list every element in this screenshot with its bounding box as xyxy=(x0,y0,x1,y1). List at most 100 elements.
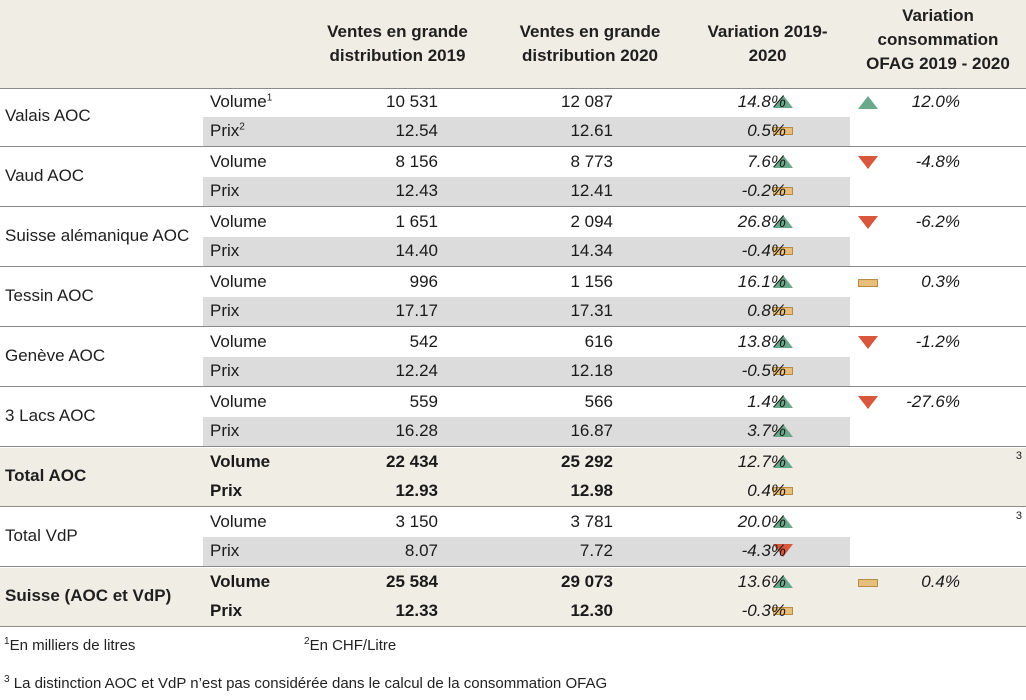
header-sales-2019: Ventes en grande distribution 2019 xyxy=(327,22,468,65)
subrow-label: Prix xyxy=(210,181,240,200)
ofag-indicator xyxy=(856,94,880,112)
variation-percent: -0.3% xyxy=(741,601,786,620)
subrow-volume: Volume1 10 531 12 087 14.8% xyxy=(203,88,850,117)
trend-up-icon xyxy=(773,395,793,408)
value-2020: 12.98 xyxy=(570,481,613,500)
subrow-volume: Volume 542 616 13.8% xyxy=(203,328,850,357)
variation-percent: 1.4% xyxy=(747,392,786,411)
value-2020: 25 292 xyxy=(561,452,613,471)
table-row-group: Suisse (AOC et VdP) Volume 25 584 29 073 13.… xyxy=(0,568,1026,627)
trend-flat-icon xyxy=(773,127,793,135)
value-2020: 29 073 xyxy=(561,572,613,591)
value-2020: 616 xyxy=(584,332,613,351)
header-variation: Variation 2019- 2020 xyxy=(707,22,828,65)
ofag-cell: -6.2% xyxy=(850,208,1026,266)
ofag-percent: 12.0% xyxy=(911,92,960,111)
value-2019: 3 150 xyxy=(395,512,438,531)
row-label: Tessin AOC xyxy=(5,286,94,305)
trend-up-icon xyxy=(858,96,878,109)
header-sales-2020: Ventes en grande distribution 2020 xyxy=(519,22,661,65)
variation-percent: 13.8% xyxy=(737,332,786,351)
variation-indicator xyxy=(771,273,795,291)
variation-indicator xyxy=(771,422,795,440)
subrow-prix: Prix 14.40 14.34 -0.4% xyxy=(203,237,850,266)
trend-down-icon xyxy=(858,156,878,169)
row-label: Total VdP xyxy=(5,526,78,545)
value-2019: 14.40 xyxy=(395,241,438,260)
subrow-label: Volume1 xyxy=(210,92,273,111)
footnote-1: 1En milliers de litres xyxy=(4,636,136,654)
variation-indicator xyxy=(771,393,795,411)
trend-up-icon xyxy=(773,424,793,437)
header-ofag: Variation consommation OFAG 2019 - 2020 xyxy=(866,6,1010,73)
variation-indicator xyxy=(771,333,795,351)
subrow-label: Prix xyxy=(210,601,243,620)
row-label: Total AOC xyxy=(5,466,87,485)
trend-up-icon xyxy=(773,275,793,288)
variation-indicator xyxy=(771,513,795,531)
value-2019: 996 xyxy=(409,272,438,291)
value-2019: 10 531 xyxy=(386,92,438,111)
trend-flat-icon xyxy=(773,367,793,375)
trend-up-icon xyxy=(773,95,793,108)
table-row-group: Suisse alémanique AOC Volume 1 651 2 094 26.… xyxy=(0,208,1026,267)
ofag-cell: 3 xyxy=(850,508,1026,566)
value-2020: 14.34 xyxy=(570,241,613,260)
variation-percent: 20.0% xyxy=(737,512,786,531)
subrow-volume: Volume 3 150 3 781 20.0% xyxy=(203,508,850,537)
subrow-volume: Volume 25 584 29 073 13.6% xyxy=(203,568,850,597)
trend-up-icon xyxy=(773,575,793,588)
subrow-label: Prix2 xyxy=(210,121,245,140)
subrow-prix: Prix 12.93 12.98 0.4% xyxy=(203,477,850,506)
ofag-percent: -27.6% xyxy=(906,392,960,411)
footnote-marker: 3 xyxy=(1015,510,1022,522)
row-label: Valais AOC xyxy=(5,106,91,125)
subrow-prix: Prix 17.17 17.31 0.8% xyxy=(203,297,850,326)
variation-indicator xyxy=(771,242,795,260)
variation-indicator xyxy=(771,122,795,140)
value-2019: 542 xyxy=(409,332,438,351)
subrow-prix: Prix 16.28 16.87 3.7% xyxy=(203,417,850,446)
subrow-volume: Volume 8 156 8 773 7.6% xyxy=(203,148,850,177)
subrow-label: Volume xyxy=(210,452,271,471)
footnote-marker: 3 xyxy=(1015,450,1022,462)
table-row-group: Genève AOC Volume 542 616 13.8% Prix 12.24 12.1… xyxy=(0,328,1026,387)
value-2019: 12.33 xyxy=(395,601,438,620)
subrow-volume: Volume 22 434 25 292 12.7% xyxy=(203,448,850,477)
trend-flat-icon xyxy=(858,279,878,287)
trend-flat-icon xyxy=(858,579,878,587)
subrow-label: Volume xyxy=(210,152,267,171)
variation-indicator xyxy=(771,153,795,171)
ofag-indicator xyxy=(856,154,880,172)
ofag-indicator xyxy=(856,574,880,592)
trend-flat-icon xyxy=(773,187,793,195)
row-label: Genève AOC xyxy=(5,346,106,365)
subrow-volume: Volume 1 651 2 094 26.8% xyxy=(203,208,850,237)
value-2020: 7.72 xyxy=(579,541,613,560)
trend-down-icon xyxy=(858,216,878,229)
value-2019: 17.17 xyxy=(395,301,438,320)
ofag-percent: -1.2% xyxy=(915,332,960,351)
value-2020: 12.18 xyxy=(570,361,613,380)
ofag-indicator xyxy=(856,394,880,412)
variation-percent: 7.6% xyxy=(747,152,786,171)
subrow-prix: Prix 12.43 12.41 -0.2% xyxy=(203,177,850,206)
value-2019: 1 651 xyxy=(395,212,438,231)
trend-up-icon xyxy=(773,515,793,528)
ofag-indicator xyxy=(856,334,880,352)
row-label: 3 Lacs AOC xyxy=(5,406,96,425)
trend-down-icon xyxy=(773,544,793,557)
value-2020: 16.87 xyxy=(570,421,613,440)
value-2019: 12.54 xyxy=(395,121,438,140)
footnote-2: 2En CHF/Litre xyxy=(304,636,397,654)
variation-indicator xyxy=(771,362,795,380)
variation-percent: -4.3% xyxy=(741,541,786,560)
value-2019: 25 584 xyxy=(386,572,438,591)
value-2019: 22 434 xyxy=(386,452,438,471)
value-2019: 12.24 xyxy=(395,361,438,380)
ofag-cell: 0.4% xyxy=(850,568,1026,626)
table-row-group: Valais AOC Volume1 10 531 12 087 14.8% Prix2 1… xyxy=(0,88,1026,147)
ofag-indicator xyxy=(856,214,880,232)
value-2020: 17.31 xyxy=(570,301,613,320)
table-row-group: Total VdP Volume 3 150 3 781 20.0% Prix 8.07 7.… xyxy=(0,508,1026,567)
